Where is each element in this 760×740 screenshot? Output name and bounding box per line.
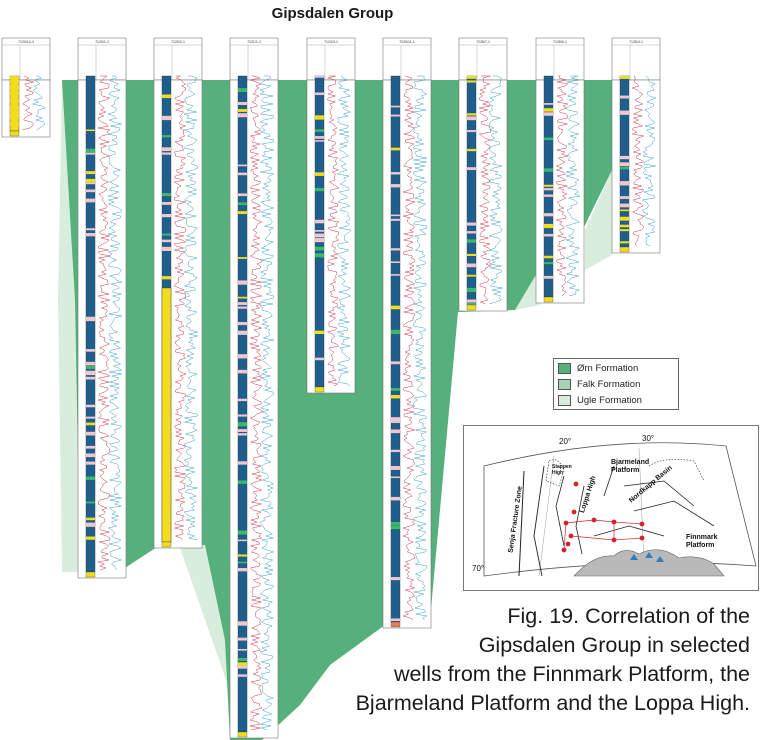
well-column (306, 37, 356, 394)
well-column (458, 37, 508, 312)
well-name: 7120/12-4 (18, 40, 34, 44)
orn-formation-fill (62, 80, 660, 740)
figure-caption: Fig. 19. Correlation of the Gipsdalen Gr… (280, 602, 750, 718)
well-column (153, 37, 203, 549)
well-name: 7128/6-1 (553, 40, 567, 44)
well-name: 7226/11-1 (399, 40, 415, 44)
legend-label-falk: Falk Formation (577, 378, 641, 390)
well-name: 7124/3-1 (324, 40, 338, 44)
well-name: 7120/1-1 (95, 40, 109, 44)
map-graphic (483, 442, 757, 577)
legend-swatch-ugle (558, 394, 571, 406)
legend-item-orn: Ørn Formation (554, 361, 678, 375)
well-column (535, 37, 585, 304)
ugle-wedge-far (585, 170, 612, 270)
map-lon-20: 20° (559, 437, 572, 446)
caption-line-2: Gipsdalen Group in selected (478, 633, 750, 657)
legend-item-ugle: Ugle Formation (554, 393, 678, 407)
well-column (1, 37, 51, 138)
well-name: 7228/7-1 (476, 40, 490, 44)
well-name: 7121/1-1 (247, 40, 261, 44)
well-column (382, 37, 432, 629)
legend-swatch-orn (558, 362, 571, 374)
legend-item-falk: Falk Formation (554, 377, 678, 391)
location-map: 20° 30° 70° Bjarmeland Platform Nordkapp… (463, 425, 759, 591)
diagram-title: Gipsdalen Group (271, 5, 394, 22)
legend-label-ugle: Ugle Formation (577, 394, 642, 406)
caption-line-1: Fig. 19. Correlation of the (507, 604, 750, 628)
legend-swatch-falk (558, 378, 571, 390)
map-label-bjarmeland: Bjarmeland Platform (611, 459, 650, 474)
caption-line-3: wells from the Finnmark Platform, the (393, 662, 750, 686)
well-name: 7128/4-1 (629, 40, 643, 44)
well-name: 7120/2-1 (171, 40, 185, 44)
well-column (229, 37, 279, 739)
well-column (77, 37, 127, 579)
legend: Ørn Formation Falk Formation Ugle Format… (553, 358, 679, 410)
well-column (611, 37, 661, 254)
caption-line-4: Bjarmeland Platform and the Loppa High. (355, 691, 750, 715)
map-lat-70: 70° (472, 564, 485, 573)
legend-label-orn: Ørn Formation (577, 362, 639, 374)
map-label-finnmark: Finnmark Platform (686, 534, 718, 549)
map-label-stappen: Stappen High (552, 464, 572, 476)
map-lon-30: 30° (642, 434, 655, 443)
